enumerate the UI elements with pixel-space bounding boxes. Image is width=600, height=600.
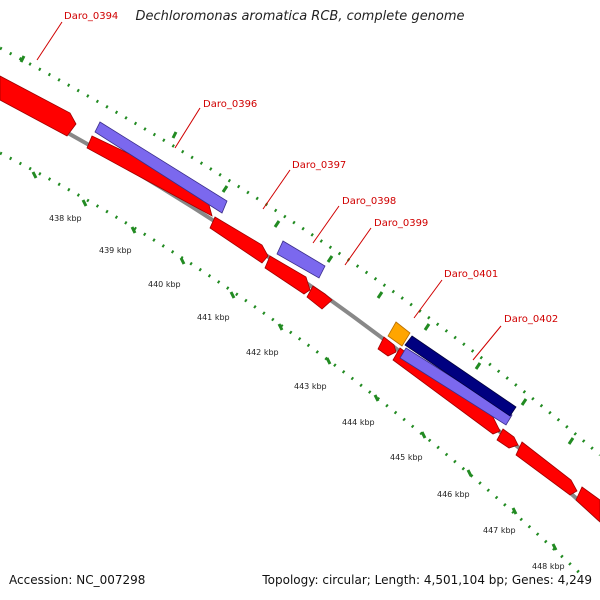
gene-daro-0398[interactable] [276, 240, 326, 279]
gene-orange-feature[interactable] [387, 321, 411, 347]
gene-cds[interactable] [306, 285, 333, 310]
gene-label-daro-0399[interactable]: Daro_0399 [374, 218, 428, 229]
outer-major-ticks [19, 55, 575, 445]
major-tick [31, 171, 38, 179]
major-tick [130, 226, 137, 234]
leader-line [262, 169, 291, 210]
kbp-label: 444 kbp [342, 418, 375, 427]
gene-label-daro-0396[interactable]: Daro_0396 [203, 99, 257, 110]
gene-cds[interactable] [264, 255, 311, 295]
gene-cds[interactable] [86, 135, 213, 217]
accession-text: Accession: NC_007298 [9, 573, 146, 587]
kbp-label: 438 kbp [49, 214, 82, 223]
major-tick [466, 469, 473, 477]
gene-label-daro-0397[interactable]: Daro_0397 [292, 160, 346, 171]
kbp-label: 447 kbp [483, 526, 516, 535]
kbp-label: 446 kbp [437, 490, 470, 499]
major-tick [179, 257, 186, 265]
major-tick [221, 185, 229, 193]
genome-summary-text: Topology: circular; Length: 4,501,104 bp… [262, 573, 592, 587]
major-tick [273, 220, 281, 228]
gene-label-daro-0398[interactable]: Daro_0398 [342, 196, 396, 207]
kbp-label: 441 kbp [197, 313, 230, 322]
major-tick [520, 398, 528, 406]
leader-line [174, 107, 201, 149]
major-tick [567, 437, 575, 445]
kbp-label: 440 kbp [148, 280, 181, 289]
label-leader-lines [36, 21, 502, 361]
gene-label-daro-0394[interactable]: Daro_0394 [64, 11, 118, 22]
major-tick [325, 357, 332, 365]
gene-daro-0401[interactable] [404, 335, 517, 417]
major-tick [229, 291, 236, 299]
gene-daro-0394[interactable] [0, 75, 77, 137]
gene-features [0, 75, 600, 523]
kbp-label: 443 kbp [294, 382, 327, 391]
major-tick [474, 362, 482, 370]
major-tick [373, 394, 380, 402]
gene-labels: Daro_0394 Daro_0396 Daro_0397 Daro_0398 … [64, 11, 558, 325]
leader-line [344, 227, 372, 266]
gene-daro-0402[interactable] [399, 347, 513, 426]
kbp-label: 439 kbp [99, 246, 132, 255]
gene-daro-0396[interactable] [94, 121, 228, 214]
kbp-label: 445 kbp [390, 453, 423, 462]
gene-label-daro-0402[interactable]: Daro_0402 [504, 314, 558, 325]
gene-cds[interactable] [575, 486, 600, 523]
leader-line [312, 205, 340, 244]
kbp-labels: 438 kbp 439 kbp 440 kbp 441 kbp 442 kbp … [49, 214, 565, 571]
gene-label-daro-0401[interactable]: Daro_0401 [444, 269, 498, 280]
major-tick [511, 507, 518, 515]
major-tick [551, 543, 558, 551]
inner-tick-track [0, 151, 587, 580]
major-tick [376, 291, 384, 299]
leader-line [413, 279, 443, 319]
leader-line [472, 325, 502, 361]
gene-cds[interactable] [209, 216, 269, 264]
major-tick [171, 131, 178, 139]
major-tick [81, 199, 88, 207]
major-tick [420, 431, 427, 439]
major-tick [423, 323, 431, 331]
gene-cds[interactable] [377, 336, 397, 357]
kbp-label: 448 kbp [532, 562, 565, 571]
kbp-label: 442 kbp [246, 348, 279, 357]
inner-major-ticks [31, 171, 558, 551]
gene-cds[interactable] [496, 428, 519, 449]
major-tick [19, 55, 26, 63]
gene-cds[interactable] [515, 441, 578, 496]
leader-line [36, 21, 63, 61]
page-title: Dechloromonas aromatica RCB, complete ge… [135, 9, 465, 24]
major-tick [326, 255, 334, 263]
major-tick [277, 323, 284, 331]
